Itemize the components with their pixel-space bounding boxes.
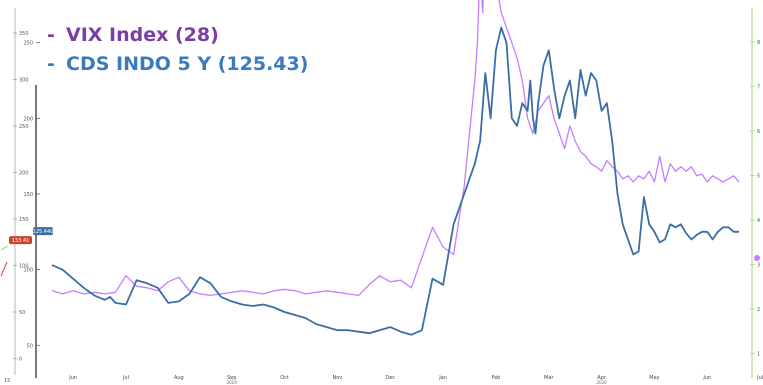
right-axis-tick-label: 4	[757, 218, 760, 224]
x-year-label: 2019	[227, 380, 238, 385]
outer-axis-bottom-label: 15	[4, 378, 10, 384]
cds-series-line	[51, 26, 739, 336]
x-month-label: Oct	[280, 375, 289, 381]
cds-axis-tick-label: 200	[23, 116, 33, 122]
vix-right-marker	[754, 255, 760, 261]
cds-axis-tick-label: 150	[23, 192, 33, 198]
x-year-label: 2020	[597, 380, 608, 385]
cds-value-tag-text: 125.440	[33, 229, 54, 235]
outer-axis-tick-label: 350	[19, 31, 29, 37]
cds-axis-tick-label: 100	[23, 268, 33, 274]
cds-axis-tick-label: 250	[23, 41, 33, 47]
x-month-label: Feb	[491, 375, 500, 381]
x-axis: Jun Jul Aug Sep Oct Nov Dec Jan Feb Mar Apr May Jun J…	[68, 375, 763, 385]
vix-value-tag-text: 133.41	[12, 238, 30, 244]
right-axis-tick-label: 6	[757, 129, 760, 135]
legend-dash: -	[47, 24, 55, 46]
vix-series-line	[51, 0, 740, 297]
outer-axis-red-stub	[0, 261, 8, 277]
right-axis-tick-label: 7	[757, 85, 760, 91]
outer-axis-tick-label: 150	[19, 217, 29, 223]
right-axis-tick-label: 2	[757, 307, 760, 313]
cds-axis-tick-label: 50	[27, 343, 33, 349]
outer-axis-tick-label: 300	[19, 78, 29, 84]
outer-axis-tick-label: 0	[19, 357, 22, 363]
x-month-label: Jun	[68, 375, 77, 381]
outer-left-axis: 350 300 250 200 150 100 50 0 15	[0, 8, 29, 384]
outer-axis-tick-label: 200	[19, 171, 29, 177]
x-month-label: Dec	[385, 375, 395, 381]
legend-dash: -	[47, 53, 55, 75]
legend-entry-label: VIX Index (28)	[66, 24, 219, 46]
x-month-label: Aug	[174, 375, 184, 381]
right-axis-tick-label: 1	[757, 352, 760, 358]
right-axis-tick-label: 5	[757, 174, 760, 180]
outer-axis-tick-label: 250	[19, 124, 29, 130]
x-month-label: Jul	[756, 375, 763, 381]
x-month-label: Jan	[438, 375, 447, 381]
right-axis-tick-label: 3	[757, 263, 760, 269]
right-axis: 8 7 6 5 4 3 2 1	[750, 8, 760, 378]
outer-axis-tick-label: 50	[19, 310, 25, 316]
x-month-label: May	[649, 375, 659, 381]
outer-axis-green-stub	[0, 245, 9, 251]
x-month-label: Jul	[122, 375, 129, 381]
legend-entry-label: CDS INDO 5 Y (125.43)	[66, 53, 308, 75]
legend: - VIX Index (28)- CDS INDO 5 Y (125.43)	[47, 24, 308, 75]
x-month-label: Jun	[702, 375, 711, 381]
x-month-label: Mar	[544, 375, 554, 381]
x-month-label: Sep	[227, 375, 236, 381]
cds-value-tag	[33, 227, 53, 236]
outer-axis-tick-label: 100	[19, 264, 29, 270]
x-month-label: Apr	[597, 375, 607, 381]
series-layer	[51, 0, 740, 336]
x-month-label: Nov	[332, 375, 342, 381]
vix-value-tag	[9, 236, 32, 245]
right-axis-tick-label: 8	[757, 40, 760, 46]
cds-left-axis: 250 200 150 100 50	[23, 41, 40, 378]
